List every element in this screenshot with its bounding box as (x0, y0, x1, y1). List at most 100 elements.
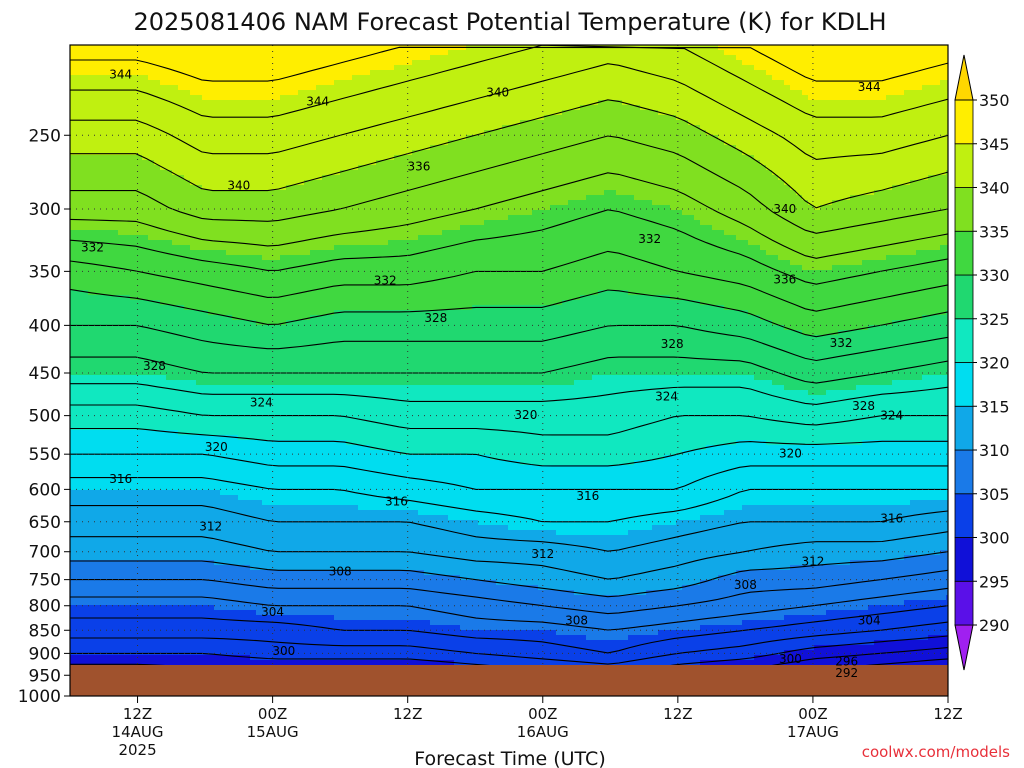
heatmap-cell (274, 80, 281, 86)
heatmap-cell (304, 110, 311, 116)
heatmap-cell (280, 215, 287, 221)
heatmap-cell (238, 220, 245, 226)
heatmap-cell (130, 600, 137, 606)
heatmap-cell (214, 145, 221, 151)
heatmap-cell (286, 65, 293, 71)
heatmap-cell (166, 135, 173, 141)
heatmap-cell (184, 215, 191, 221)
heatmap-cell (274, 105, 281, 111)
heatmap-cell (118, 110, 125, 116)
heatmap-cell (100, 325, 107, 331)
heatmap-cell (136, 510, 143, 516)
heatmap-cell (196, 285, 203, 291)
heatmap-cell (304, 325, 311, 331)
heatmap-cell (130, 450, 137, 456)
heatmap-cell (136, 225, 143, 231)
heatmap-cell (190, 405, 197, 411)
heatmap-cell (226, 365, 233, 371)
heatmap-cell (88, 115, 95, 121)
heatmap-cell (238, 75, 245, 81)
heatmap-cell (166, 570, 173, 576)
heatmap-cell (118, 180, 125, 186)
heatmap-cell (112, 380, 119, 386)
heatmap-cell (232, 440, 239, 446)
heatmap-cell (286, 550, 293, 556)
heatmap-cell (94, 155, 101, 161)
heatmap-cell (178, 90, 185, 96)
heatmap-cell (112, 645, 119, 651)
heatmap-cell (244, 565, 251, 571)
heatmap-cell (160, 110, 167, 116)
heatmap-cell (292, 190, 299, 196)
heatmap-cell (166, 285, 173, 291)
heatmap-cell (160, 525, 167, 531)
heatmap-cell (100, 230, 107, 236)
heatmap-cell (256, 405, 263, 411)
heatmap-cell (82, 230, 89, 236)
heatmap-cell (238, 565, 245, 571)
heatmap-cell (118, 505, 125, 511)
heatmap-cell (202, 655, 209, 661)
heatmap-cell (226, 525, 233, 531)
heatmap-cell (250, 480, 257, 486)
heatmap-cell (148, 420, 155, 426)
heatmap-cell (304, 95, 311, 101)
heatmap-cell (262, 105, 269, 111)
heatmap-cell (118, 330, 125, 336)
heatmap-cell (172, 220, 179, 226)
heatmap-cell (274, 400, 281, 406)
heatmap-cell (166, 300, 173, 306)
heatmap-cell (142, 600, 149, 606)
heatmap-cell (88, 540, 95, 546)
heatmap-cell (136, 535, 143, 541)
heatmap-cell (226, 465, 233, 471)
heatmap-cell (304, 540, 311, 546)
heatmap-cell (262, 435, 269, 441)
heatmap-cell (118, 305, 125, 311)
heatmap-cell (184, 550, 191, 556)
heatmap-cell (148, 385, 155, 391)
heatmap-cell (160, 540, 167, 546)
heatmap-cell (214, 385, 221, 391)
heatmap-cell (256, 120, 263, 126)
heatmap-cell (136, 270, 143, 276)
heatmap-cell (178, 170, 185, 176)
heatmap-cell (82, 580, 89, 586)
heatmap-cell (196, 260, 203, 266)
heatmap-cell (196, 425, 203, 431)
heatmap-cell (112, 95, 119, 101)
heatmap-cell (76, 265, 83, 271)
heatmap-cell (310, 190, 317, 196)
heatmap-cell (94, 330, 101, 336)
heatmap-cell (130, 180, 137, 186)
heatmap-cell (220, 215, 227, 221)
heatmap-cell (280, 160, 287, 166)
heatmap-cell (244, 270, 251, 276)
heatmap-cell (178, 435, 185, 441)
heatmap-cell (172, 335, 179, 341)
heatmap-cell (190, 410, 197, 416)
heatmap-cell (124, 210, 131, 216)
heatmap-cell (130, 250, 137, 256)
heatmap-cell (154, 455, 161, 461)
heatmap-cell (250, 245, 257, 251)
heatmap-cell (142, 565, 149, 571)
heatmap-cell (154, 550, 161, 556)
heatmap-cell (142, 105, 149, 111)
heatmap-cell (298, 130, 305, 136)
heatmap-cell (88, 160, 95, 166)
heatmap-cell (232, 595, 239, 601)
heatmap-cell (82, 280, 89, 286)
heatmap-cell (250, 50, 257, 56)
heatmap-cell (154, 620, 161, 626)
heatmap-cell (196, 650, 203, 656)
heatmap-cell (208, 450, 215, 456)
heatmap-cell (142, 480, 149, 486)
heatmap-cell (112, 80, 119, 86)
heatmap-cell (178, 555, 185, 561)
heatmap-cell (286, 150, 293, 156)
heatmap-cell (190, 400, 197, 406)
heatmap-cell (178, 345, 185, 351)
heatmap-cell (292, 415, 299, 421)
heatmap-cell (220, 590, 227, 596)
